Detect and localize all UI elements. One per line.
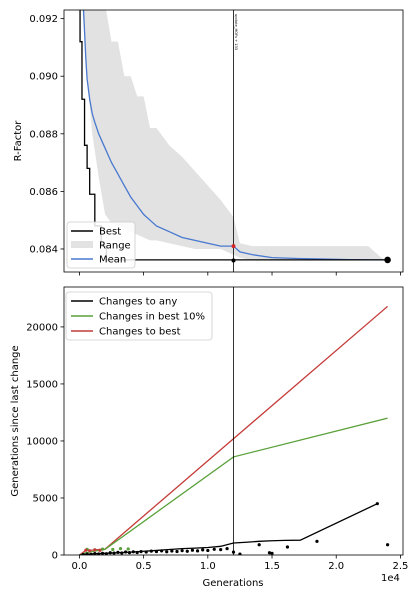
scatter-point-any <box>120 551 124 555</box>
scatter-point-any <box>159 549 164 553</box>
x-offset-label: 1e4 <box>381 573 400 584</box>
scatter-point-any <box>104 552 108 555</box>
scatter-point-any <box>270 551 274 555</box>
x-tick-label: 0.0 <box>71 561 87 572</box>
legend-label-changes-best: Changes to best <box>99 327 181 338</box>
bottom-plot-frame <box>63 286 404 556</box>
scatter-point-any <box>225 547 229 551</box>
scatter-point-best <box>84 548 88 552</box>
scatter-point-any <box>195 549 200 553</box>
scatter-point-any <box>81 552 85 555</box>
bottom-y-axis-label: Generations since last change <box>10 345 21 496</box>
scatter-point-any <box>206 548 210 553</box>
legend-label-best: Best <box>99 227 121 238</box>
scatter-point-any <box>285 545 290 549</box>
scatter-point-any <box>97 552 101 555</box>
scatter-point-any <box>144 550 148 554</box>
scatter-point-any <box>89 552 93 555</box>
scatter-point-any <box>149 549 153 553</box>
scatter-point-any <box>219 548 223 552</box>
marker-point-0 <box>231 258 236 263</box>
series-line-changes-best <box>79 305 389 555</box>
scatter-point-any <box>175 549 179 554</box>
scatter-point-any <box>385 543 390 547</box>
top-x-ticks <box>79 272 401 276</box>
scatter-point-any <box>124 550 128 554</box>
scatter-point-any <box>100 551 105 555</box>
scatter-point-any <box>238 552 242 555</box>
scatter-point-any <box>127 551 132 555</box>
scatter-point-any <box>257 543 261 547</box>
scatter-point-any <box>85 552 89 555</box>
y-tick-label: 0 <box>52 551 58 562</box>
series-line-mean <box>82 10 388 261</box>
scatter-point-best10 <box>100 547 105 551</box>
scatter-point-any <box>131 550 135 554</box>
top-legend: Best Range Mean <box>66 221 136 269</box>
scatter-point-best10 <box>126 547 130 551</box>
legend-label-changes-best10: Changes in best 10% <box>99 312 205 323</box>
y-tick-label: 15000 <box>26 379 58 390</box>
y-tick-label: 5000 <box>33 493 58 504</box>
series-line-changes-any <box>79 503 378 555</box>
scatter-point-any <box>180 549 184 553</box>
legend-label-mean: Mean <box>99 255 126 266</box>
x-tick-label: 1.0 <box>200 561 216 572</box>
scatter-point-best10 <box>111 547 115 552</box>
scatter-point-any <box>315 539 319 543</box>
range-band-layer <box>82 10 388 261</box>
bottom-x-ticks: 0.0 0.5 1.0 1.5 2.0 2.5 <box>71 555 408 572</box>
top-plot-frame <box>63 9 404 273</box>
top-y-axis-label: R-Factor <box>13 120 24 162</box>
legend-label-changes-any: Changes to any <box>99 297 177 308</box>
scatter-point-any <box>139 549 143 554</box>
range-band <box>82 10 388 261</box>
scatter-point-any <box>170 549 174 553</box>
scatter-point-any <box>135 550 139 555</box>
scatter-point-any <box>190 548 195 552</box>
x-tick-label: 2.0 <box>328 561 344 572</box>
y-tick-label: 0.088 <box>29 129 58 140</box>
bottom-scatter-layer <box>81 502 390 555</box>
bottom-x-axis-label: Generations <box>203 578 264 589</box>
bottom-legend: Changes to any Changes in best 10% Chang… <box>65 291 213 341</box>
scatter-point-best10 <box>118 547 123 551</box>
scatter-point-best <box>93 548 97 552</box>
x-tick-label: 0.5 <box>136 561 152 572</box>
marker-point-2 <box>384 256 391 264</box>
bottom-y-ticks: 0 5000 10000 15000 20000 <box>26 322 64 562</box>
y-tick-label: 10000 <box>26 436 58 447</box>
y-tick-label: 0.092 <box>29 14 58 25</box>
y-tick-label: 20000 <box>26 322 58 333</box>
scatter-point-best <box>98 548 102 552</box>
scatter-point-any <box>375 502 379 506</box>
scatter-point-any <box>165 550 169 554</box>
y-tick-label: 0.084 <box>29 244 58 255</box>
x-tick-label: 2.5 <box>392 561 408 572</box>
scatter-point-best <box>88 549 92 553</box>
scatter-point-any <box>116 550 120 554</box>
top-point-markers <box>231 244 391 264</box>
scatter-point-any <box>201 548 205 552</box>
y-tick-label: 0.086 <box>29 187 58 198</box>
scatter-point-any <box>185 549 189 553</box>
scatter-point-any <box>108 551 112 555</box>
scatter-point-any <box>212 547 216 551</box>
legend-swatch-range <box>71 241 93 248</box>
marker-point-1 <box>231 244 236 249</box>
scatter-point-any <box>112 551 116 555</box>
scatter-point-any <box>93 552 97 555</box>
legend-label-range: Range <box>99 241 131 252</box>
y-tick-label: 0.090 <box>29 72 58 83</box>
x-tick-label: 1.5 <box>264 561 280 572</box>
scatter-point-any <box>154 549 159 554</box>
vline-label: update_HOFs + 133 <box>234 14 238 50</box>
top-y-ticks: 0.084 0.086 0.088 0.090 0.092 <box>29 14 64 255</box>
scatter-point-any <box>267 551 272 555</box>
